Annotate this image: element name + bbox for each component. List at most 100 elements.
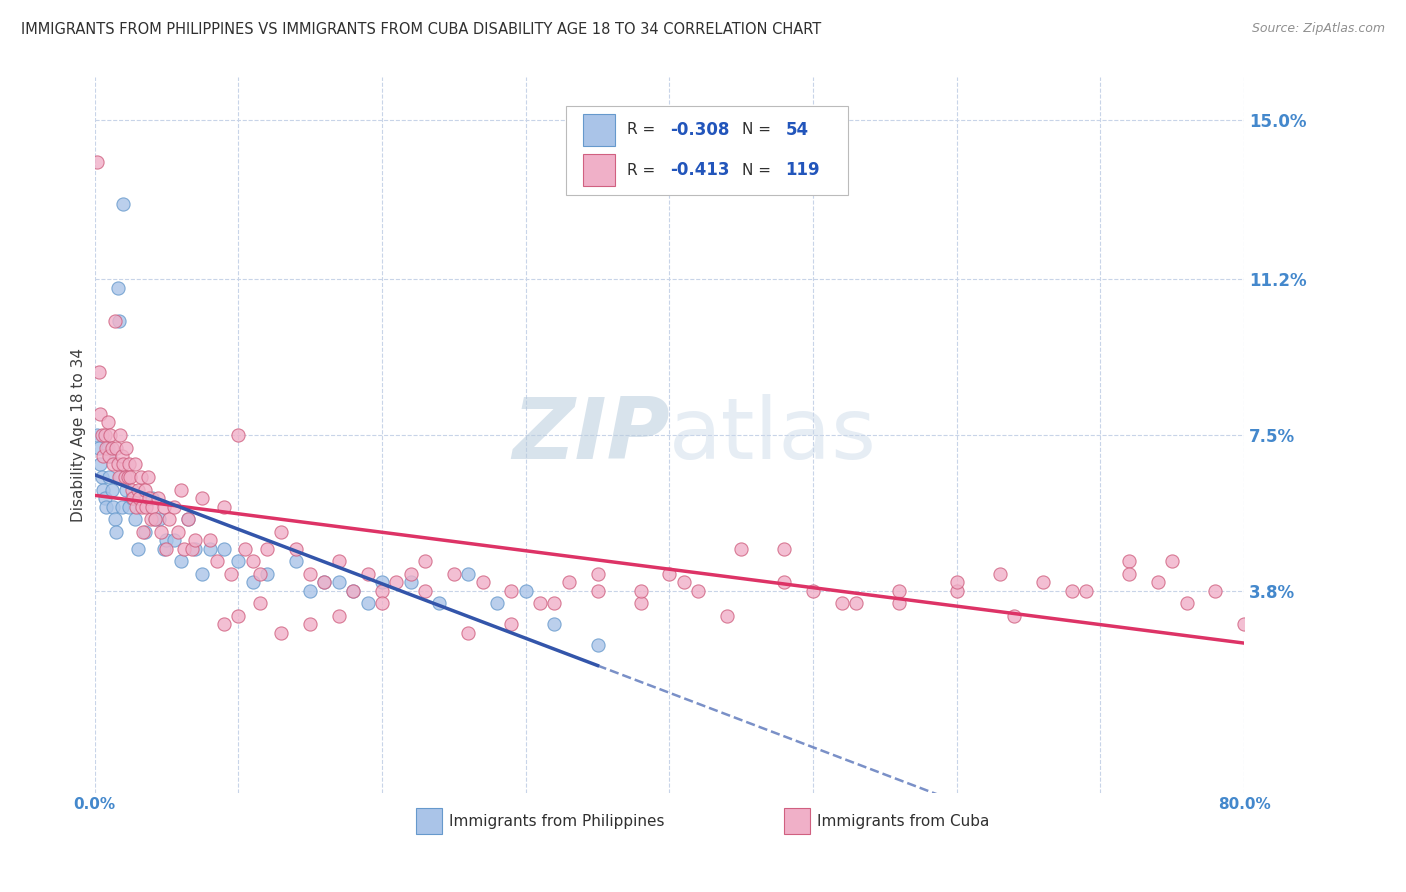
Text: -0.413: -0.413 — [671, 161, 730, 179]
Point — [501, 583, 523, 598]
Point — [105, 524, 128, 539]
Point — [143, 512, 166, 526]
Point — [89, 458, 111, 472]
Point — [328, 575, 350, 590]
FancyBboxPatch shape — [785, 808, 810, 834]
Point — [162, 500, 184, 514]
Point — [108, 314, 131, 328]
Text: N =: N = — [742, 163, 776, 178]
FancyBboxPatch shape — [416, 808, 441, 834]
Text: 119: 119 — [786, 161, 820, 179]
Point — [1233, 617, 1256, 632]
Point — [94, 500, 117, 514]
Text: Immigrants from Philippines: Immigrants from Philippines — [449, 814, 664, 829]
Point — [191, 491, 214, 505]
Point — [96, 416, 118, 430]
Point — [543, 596, 565, 610]
Point — [773, 541, 796, 556]
Point — [219, 566, 242, 581]
Point — [457, 566, 479, 581]
Point — [91, 449, 114, 463]
Point — [155, 533, 177, 548]
Point — [184, 541, 207, 556]
Point — [138, 491, 160, 505]
Point — [299, 583, 322, 598]
Point — [342, 583, 364, 598]
Point — [515, 583, 537, 598]
Point — [129, 470, 152, 484]
Point — [177, 512, 200, 526]
Point — [93, 491, 115, 505]
Point — [413, 583, 436, 598]
Point — [118, 500, 141, 514]
Point — [586, 583, 609, 598]
Point — [125, 500, 148, 514]
Point — [371, 583, 394, 598]
Point — [586, 638, 609, 652]
Text: R =: R = — [627, 163, 659, 178]
Point — [97, 449, 120, 463]
Point — [94, 441, 117, 455]
Point — [672, 575, 695, 590]
FancyBboxPatch shape — [565, 106, 848, 195]
Point — [226, 428, 249, 442]
Point — [630, 583, 652, 598]
Point — [299, 566, 322, 581]
Point — [181, 541, 204, 556]
Point — [170, 483, 193, 497]
Point — [399, 566, 422, 581]
Point — [128, 491, 150, 505]
Point — [1147, 575, 1170, 590]
FancyBboxPatch shape — [583, 154, 616, 186]
Point — [249, 566, 271, 581]
Point — [314, 575, 336, 590]
Point — [471, 575, 494, 590]
Point — [716, 608, 738, 623]
Point — [104, 512, 127, 526]
Point — [148, 512, 170, 526]
Point — [170, 554, 193, 568]
Point — [184, 533, 207, 548]
Point — [121, 483, 143, 497]
Point — [107, 281, 129, 295]
Point — [131, 500, 153, 514]
Point — [132, 524, 155, 539]
Point — [146, 491, 169, 505]
Text: Source: ZipAtlas.com: Source: ZipAtlas.com — [1251, 22, 1385, 36]
Point — [198, 541, 221, 556]
Point — [93, 428, 115, 442]
Point — [212, 541, 235, 556]
Point — [284, 541, 307, 556]
Point — [988, 566, 1011, 581]
Point — [167, 524, 190, 539]
Point — [87, 441, 110, 455]
Point — [284, 554, 307, 568]
Text: ZIP: ZIP — [512, 393, 669, 476]
Point — [270, 524, 292, 539]
Point — [328, 554, 350, 568]
Point — [110, 428, 132, 442]
Point — [111, 449, 134, 463]
Point — [270, 625, 292, 640]
Point — [149, 524, 172, 539]
Point — [1204, 583, 1226, 598]
Point — [89, 407, 111, 421]
Point — [191, 566, 214, 581]
Point — [773, 575, 796, 590]
Point — [198, 533, 221, 548]
Point — [1032, 575, 1054, 590]
FancyBboxPatch shape — [583, 113, 616, 145]
Point — [141, 491, 163, 505]
Point — [1175, 596, 1198, 610]
Point — [141, 500, 163, 514]
Point — [87, 365, 110, 379]
Point — [136, 470, 159, 484]
Point — [90, 428, 112, 442]
Point — [889, 596, 911, 610]
Point — [122, 491, 145, 505]
Point — [356, 596, 378, 610]
Point — [114, 470, 136, 484]
Point — [177, 512, 200, 526]
Point — [139, 512, 162, 526]
Point — [1060, 583, 1083, 598]
